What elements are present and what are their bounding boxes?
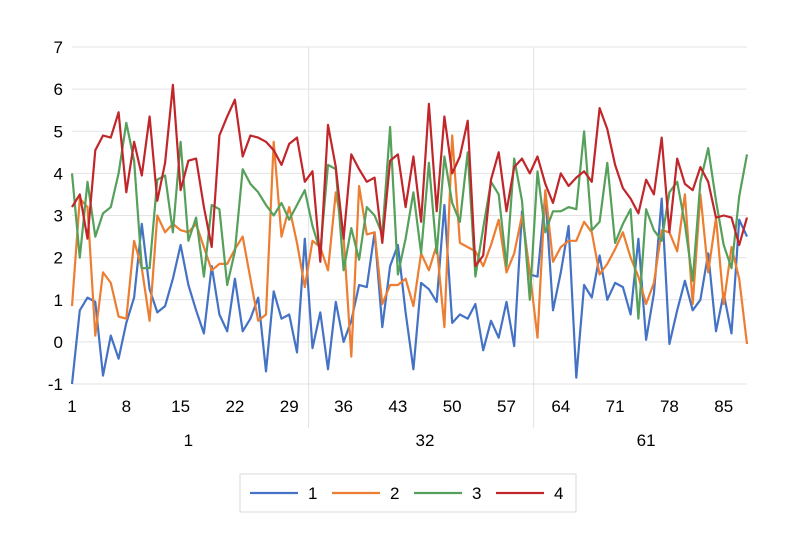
y-axis: -1 0 1 2 3 4 5 6 7 <box>48 38 63 394</box>
series-lines <box>70 83 749 385</box>
y-tick-label: 5 <box>54 122 63 141</box>
x-group-label: 61 <box>637 431 656 450</box>
x-tick-label: 8 <box>122 397 131 416</box>
x-group-label: 32 <box>416 431 435 450</box>
x-tick-label: 15 <box>171 397 190 416</box>
legend-label: 1 <box>308 484 317 503</box>
x-tick-label: 1 <box>67 397 76 416</box>
x-tick-label: 71 <box>606 397 625 416</box>
x-tick-label: 29 <box>280 397 299 416</box>
y-tick-label: 2 <box>54 249 63 268</box>
y-tick-label: 4 <box>54 164 63 183</box>
x-tick-label: 43 <box>388 397 407 416</box>
y-tick-label: 6 <box>54 80 63 99</box>
x-tick-label: 85 <box>714 397 733 416</box>
x-group-axis: 1 32 61 <box>184 431 656 450</box>
series-line-4 <box>71 83 749 268</box>
x-group-label: 1 <box>184 431 193 450</box>
x-tick-label: 36 <box>334 397 353 416</box>
y-tick-label: 7 <box>54 38 63 57</box>
y-tick-label: 3 <box>54 207 63 226</box>
x-axis: 1 8 15 22 29 36 43 50 57 64 71 78 85 <box>67 397 733 416</box>
series-line-3 <box>70 121 749 320</box>
y-tick-label: -1 <box>48 375 63 394</box>
x-tick-label: 22 <box>225 397 244 416</box>
x-tick-label: 78 <box>660 397 679 416</box>
x-tick-label: 57 <box>497 397 516 416</box>
legend-label: 4 <box>554 484 563 503</box>
y-tick-label: 1 <box>54 291 63 310</box>
y-tick-label: 0 <box>54 333 63 352</box>
legend-label: 2 <box>390 484 399 503</box>
legend: 1 2 3 4 <box>239 473 577 513</box>
x-tick-label: 64 <box>551 397 570 416</box>
x-tick-label: 50 <box>443 397 462 416</box>
legend-label: 3 <box>472 484 481 503</box>
